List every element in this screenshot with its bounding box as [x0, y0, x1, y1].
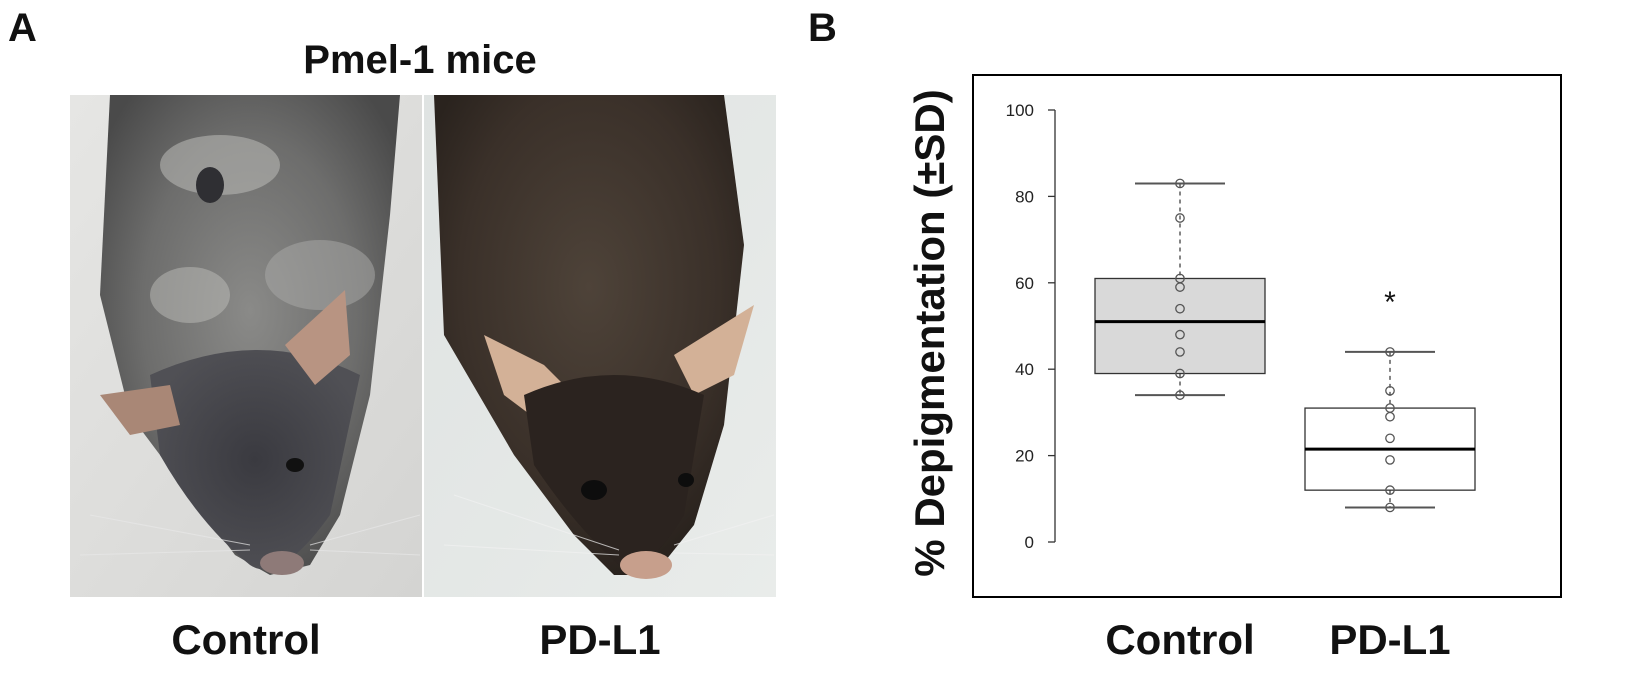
- data-point: [1175, 282, 1185, 292]
- data-point: [1385, 411, 1395, 422]
- photo-label-control: Control: [171, 616, 321, 663]
- y-tick-label: 0: [1025, 533, 1034, 552]
- y-tick-label: 20: [1015, 447, 1034, 466]
- data-point: [1175, 303, 1185, 314]
- y-tick-label: 80: [1015, 187, 1034, 206]
- photo-label-pdl1: PD-L1: [539, 616, 661, 663]
- y-tick-label: 40: [1015, 360, 1034, 379]
- data-point: [1175, 329, 1185, 340]
- y-tick-label: 100: [1006, 101, 1034, 120]
- panel-a-title: Pmel-1 mice: [303, 38, 537, 82]
- data-point: [1175, 213, 1185, 223]
- pdl1-mouse-photo: [424, 95, 776, 597]
- box-control: [1094, 277, 1266, 375]
- data-point: [1385, 455, 1395, 465]
- significance-marker: *: [1384, 286, 1396, 319]
- data-point: [1175, 390, 1185, 400]
- data-point: [1385, 485, 1395, 496]
- panel-a-letter: A: [8, 6, 37, 50]
- data-point: [1175, 368, 1185, 379]
- data-point: [1175, 178, 1185, 189]
- data-point: [1385, 433, 1395, 444]
- panel-b-letter: B: [808, 6, 837, 50]
- plot-frame: [972, 74, 1562, 598]
- x-tick-label-pdl1: PD-L1: [1329, 616, 1451, 663]
- data-point: [1385, 347, 1395, 357]
- data-point: [1385, 385, 1395, 396]
- control-mouse-photo: [70, 95, 422, 597]
- x-tick-label-control: Control: [1105, 616, 1255, 663]
- data-point: [1385, 502, 1395, 513]
- data-point: [1175, 347, 1185, 357]
- y-tick-label: 60: [1015, 274, 1034, 293]
